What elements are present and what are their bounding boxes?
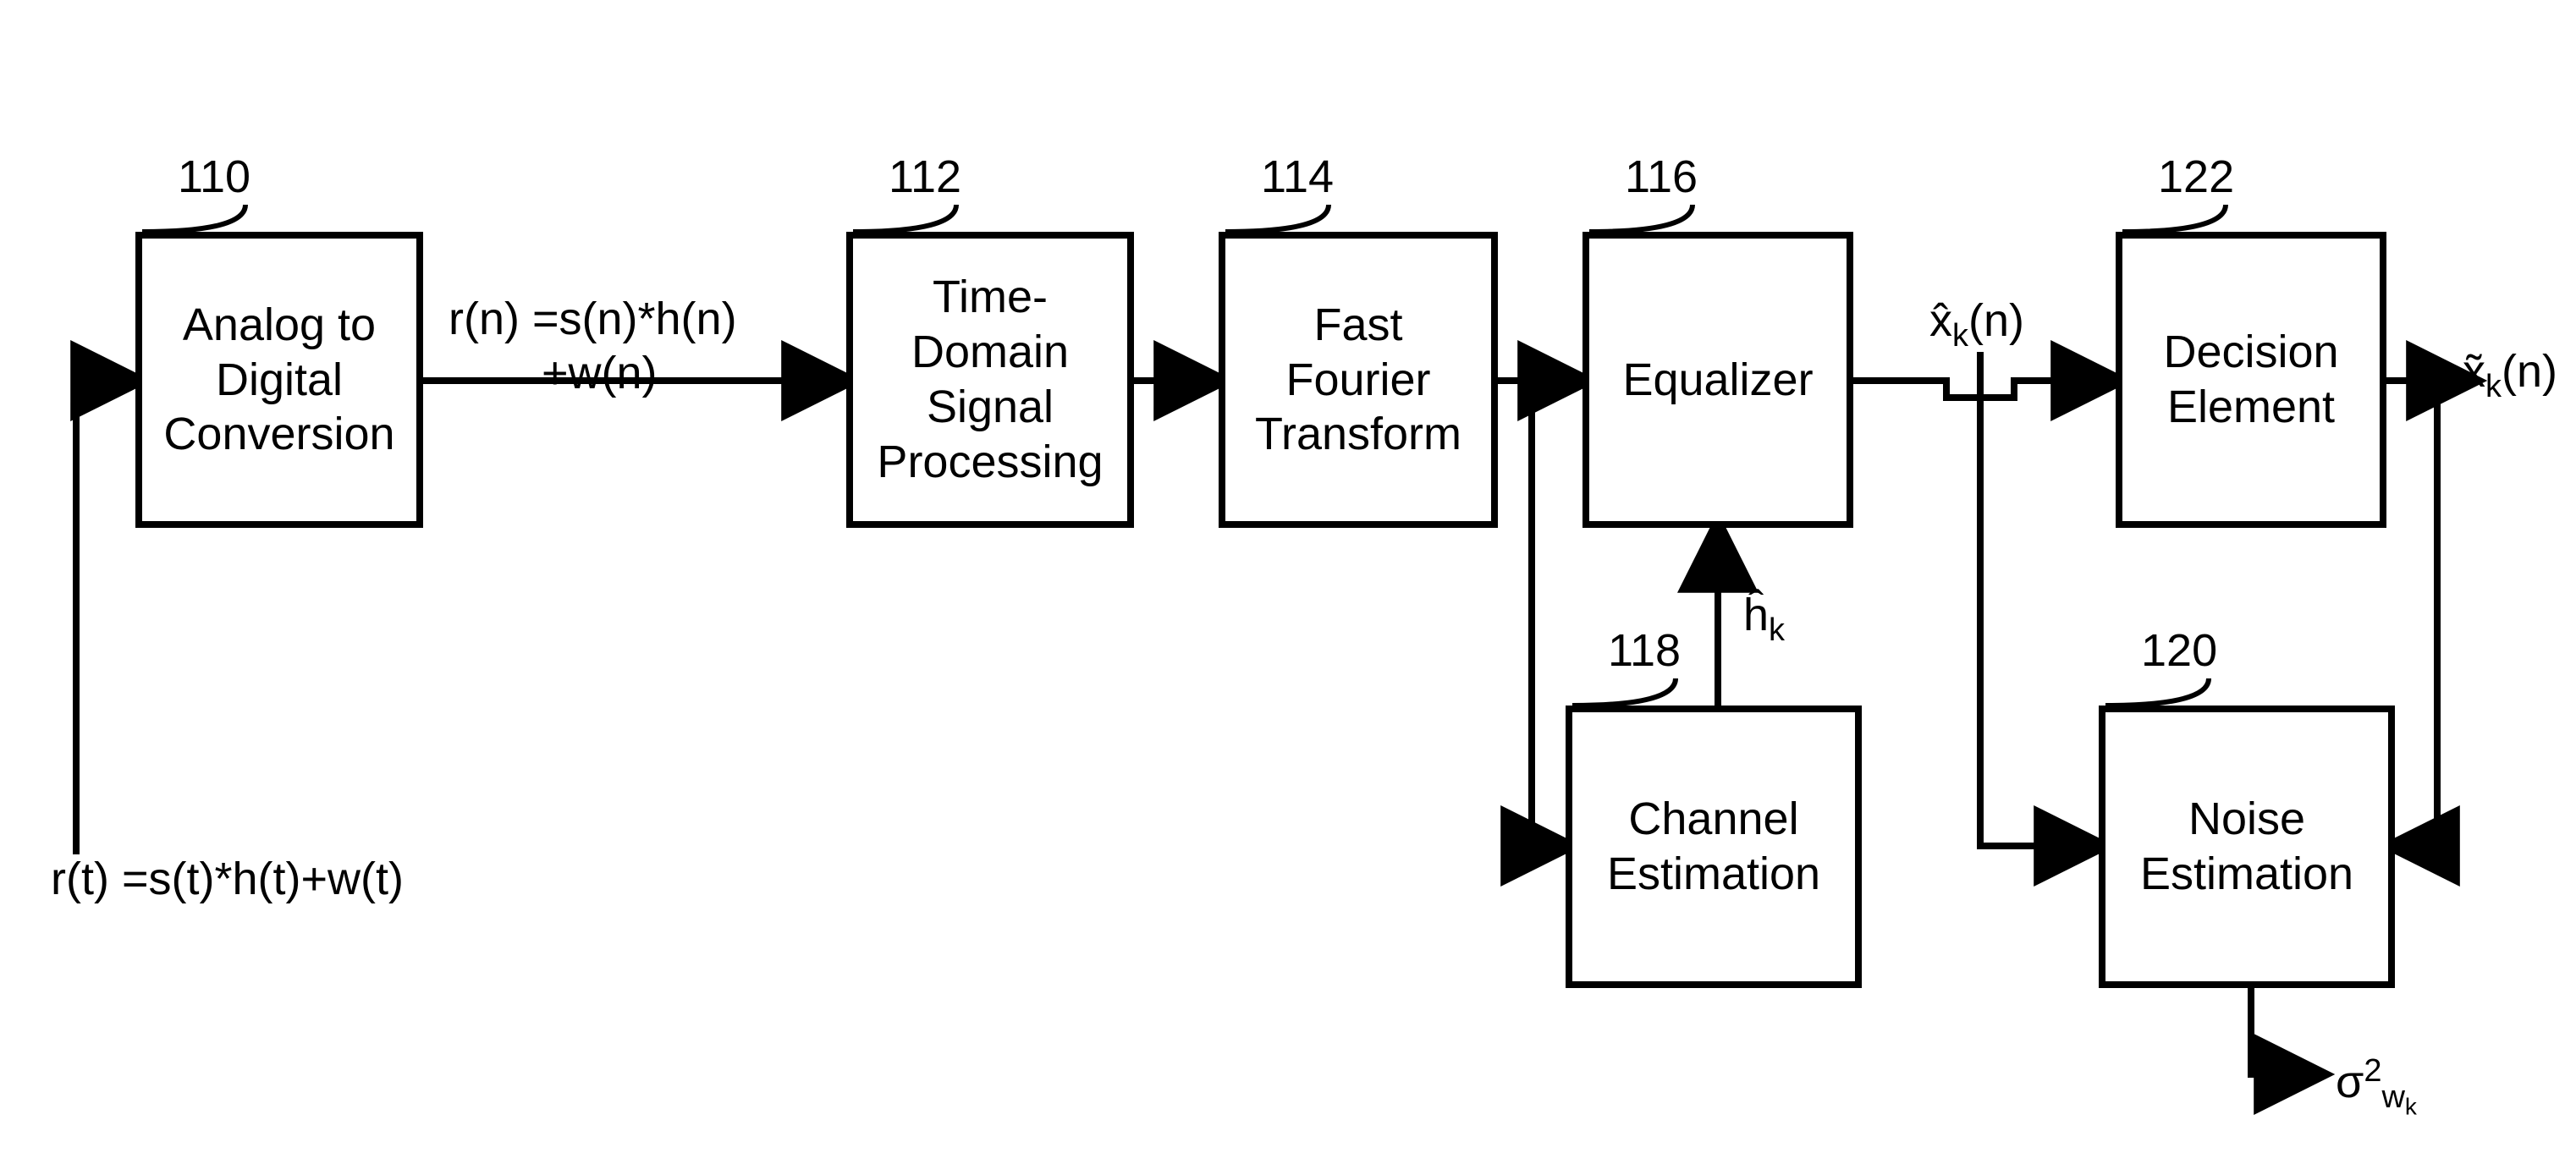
edge-in_rt [76, 381, 135, 851]
signal-processing-block-diagram: Analog toDigitalConversion Time-DomainSig… [0, 0, 2576, 1164]
ref-label-120: 120 [2141, 626, 2217, 676]
block-label: DecisionElement [2163, 325, 2338, 435]
ref-leader [1225, 205, 1329, 232]
block-120: NoiseEstimation [2099, 706, 2395, 988]
edge-fft_to_ch [1532, 381, 1566, 846]
ref-label-112: 112 [889, 152, 961, 202]
signal-label-rn1: r(n) =s(n)*h(n) [449, 294, 737, 344]
signal-label-sig: σ2wk [2336, 1054, 2417, 1120]
ref-label-118: 118 [1608, 626, 1681, 676]
ref-leader [142, 205, 245, 232]
block-label: Analog toDigitalConversion [163, 298, 394, 462]
ref-label-114: 114 [1261, 152, 1334, 202]
junction-dot [2429, 372, 2446, 389]
signal-label-rn2: +w(n) [542, 349, 658, 398]
block-label: Equalizer [1622, 353, 1813, 408]
edge-noise_out [2251, 988, 2319, 1074]
edge-xhat_to_noise [1980, 355, 2099, 846]
ref-leader [1589, 205, 1693, 232]
signal-label-rt: r(t) =s(t)*h(t)+w(t) [51, 854, 404, 904]
ref-label-122: 122 [2158, 152, 2234, 202]
junction-dot [1523, 372, 1540, 389]
block-110: Analog toDigitalConversion [135, 232, 423, 528]
edge-xtil_to_noise [2395, 381, 2437, 846]
signal-label-xhat: x̂k(n) [1929, 296, 2024, 354]
ref-leader [1572, 678, 1676, 706]
ref-leader [2122, 205, 2226, 232]
block-112: Time-DomainSignalProcessing [846, 232, 1134, 528]
block-label: Time-DomainSignalProcessing [877, 270, 1103, 489]
block-label: FastFourierTransform [1255, 298, 1461, 462]
ref-leader [2105, 678, 2209, 706]
block-118: ChannelEstimation [1566, 706, 1862, 988]
ref-label-116: 116 [1625, 152, 1698, 202]
ref-leader [853, 205, 956, 232]
signal-label-hk: ĥk [1743, 590, 1785, 649]
block-114: FastFourierTransform [1219, 232, 1498, 528]
ref-label-110: 110 [178, 152, 250, 202]
block-122: DecisionElement [2116, 232, 2386, 528]
block-116: Equalizer [1582, 232, 1853, 528]
signal-label-xtil: x̃k(n) [2463, 347, 2557, 405]
block-label: NoiseEstimation [2140, 792, 2353, 902]
block-label: ChannelEstimation [1607, 792, 1820, 902]
